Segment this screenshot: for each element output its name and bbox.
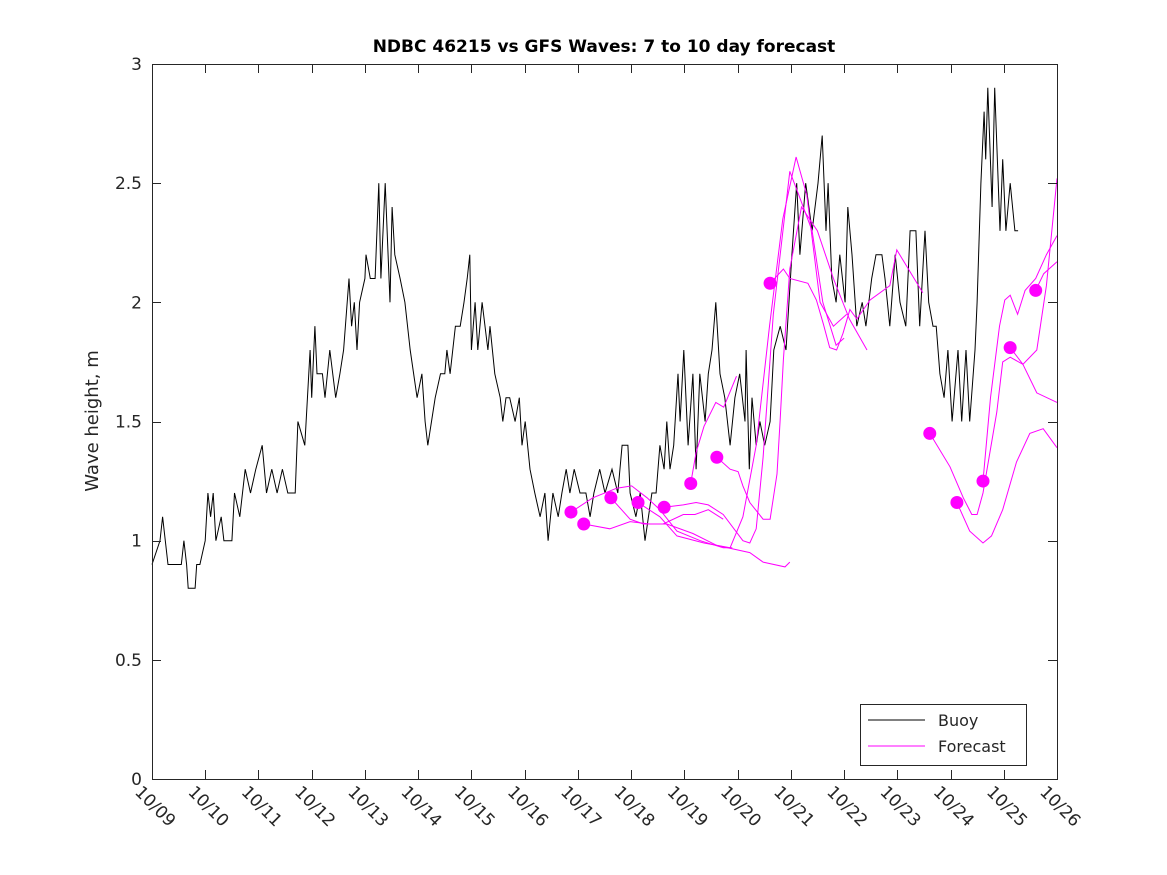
x-tick-label: 10/14 [397,782,446,831]
forecast-series-line [769,248,924,351]
y-tick-label: 0 [131,770,142,790]
plot-area [151,87,1058,589]
forecast-series-line [637,156,848,549]
forecast-start-point [684,476,698,490]
forecast-series-line [610,497,724,525]
x-tick-label: 10/13 [343,782,392,831]
x-tick-label: 10/11 [237,782,286,831]
forecast-start-point [657,500,671,514]
forecast-series-line [929,356,1058,515]
forecast-series-line [664,171,845,544]
forecast-start-point [577,517,591,531]
legend-buoy-label: Buoy [938,711,978,730]
y-tick-label: 2 [131,293,142,313]
forecast-start-point [564,505,578,519]
legend-box [860,704,1027,766]
forecast-start-point [976,474,990,488]
x-tick-label: 10/18 [610,782,659,831]
x-tick-label: 10/17 [556,782,605,831]
x-tick-label: 10/24 [929,782,978,831]
legend-forecast-label: Forecast [938,737,1006,756]
forecast-start-point [1029,283,1043,297]
forecast-start-point [950,496,964,510]
forecast-series-line [982,235,1058,482]
x-tick-label: 10/16 [503,782,552,831]
forecast-start-point [923,426,937,440]
x-tick-label: 10/21 [769,782,818,831]
x-tick-label: 10/12 [290,782,339,831]
forecast-start-point [763,276,777,290]
axes-box [152,64,1058,780]
forecast-series-line [1009,178,1058,366]
y-tick-label: 3 [131,55,142,75]
forecast-series-line [690,376,737,484]
forecast-start-point [631,496,645,510]
y-tick-label: 2.5 [115,174,142,194]
forecast-start-point [710,450,724,464]
forecast-start-point [604,491,618,505]
forecast-start-point [1003,341,1017,355]
x-tick-label: 10/22 [823,782,872,831]
buoy-series-line [151,87,1019,589]
x-tick-label: 10/09 [130,782,179,831]
x-tick-label: 10/10 [184,782,233,831]
x-tick-label: 10/25 [982,782,1031,831]
y-tick-label: 1.5 [115,413,142,433]
y-axis-label: Wave height, m [82,350,103,491]
chart-title: NDBC 46215 vs GFS Waves: 7 to 10 day for… [373,37,836,57]
x-tick-label: 10/19 [663,782,712,831]
x-tick-label: 10/20 [716,782,765,831]
y-tick-label: 0.5 [115,651,142,671]
x-tick-label: 10/26 [1035,782,1084,831]
forecast-series-line [716,205,868,520]
forecast-series-line [956,428,1058,544]
x-tick-label: 10/23 [876,782,925,831]
forecast-series-line [583,521,791,568]
x-tick-label: 10/15 [450,782,499,831]
legend: Buoy Forecast [860,704,1027,766]
y-tick-label: 1 [131,532,142,552]
